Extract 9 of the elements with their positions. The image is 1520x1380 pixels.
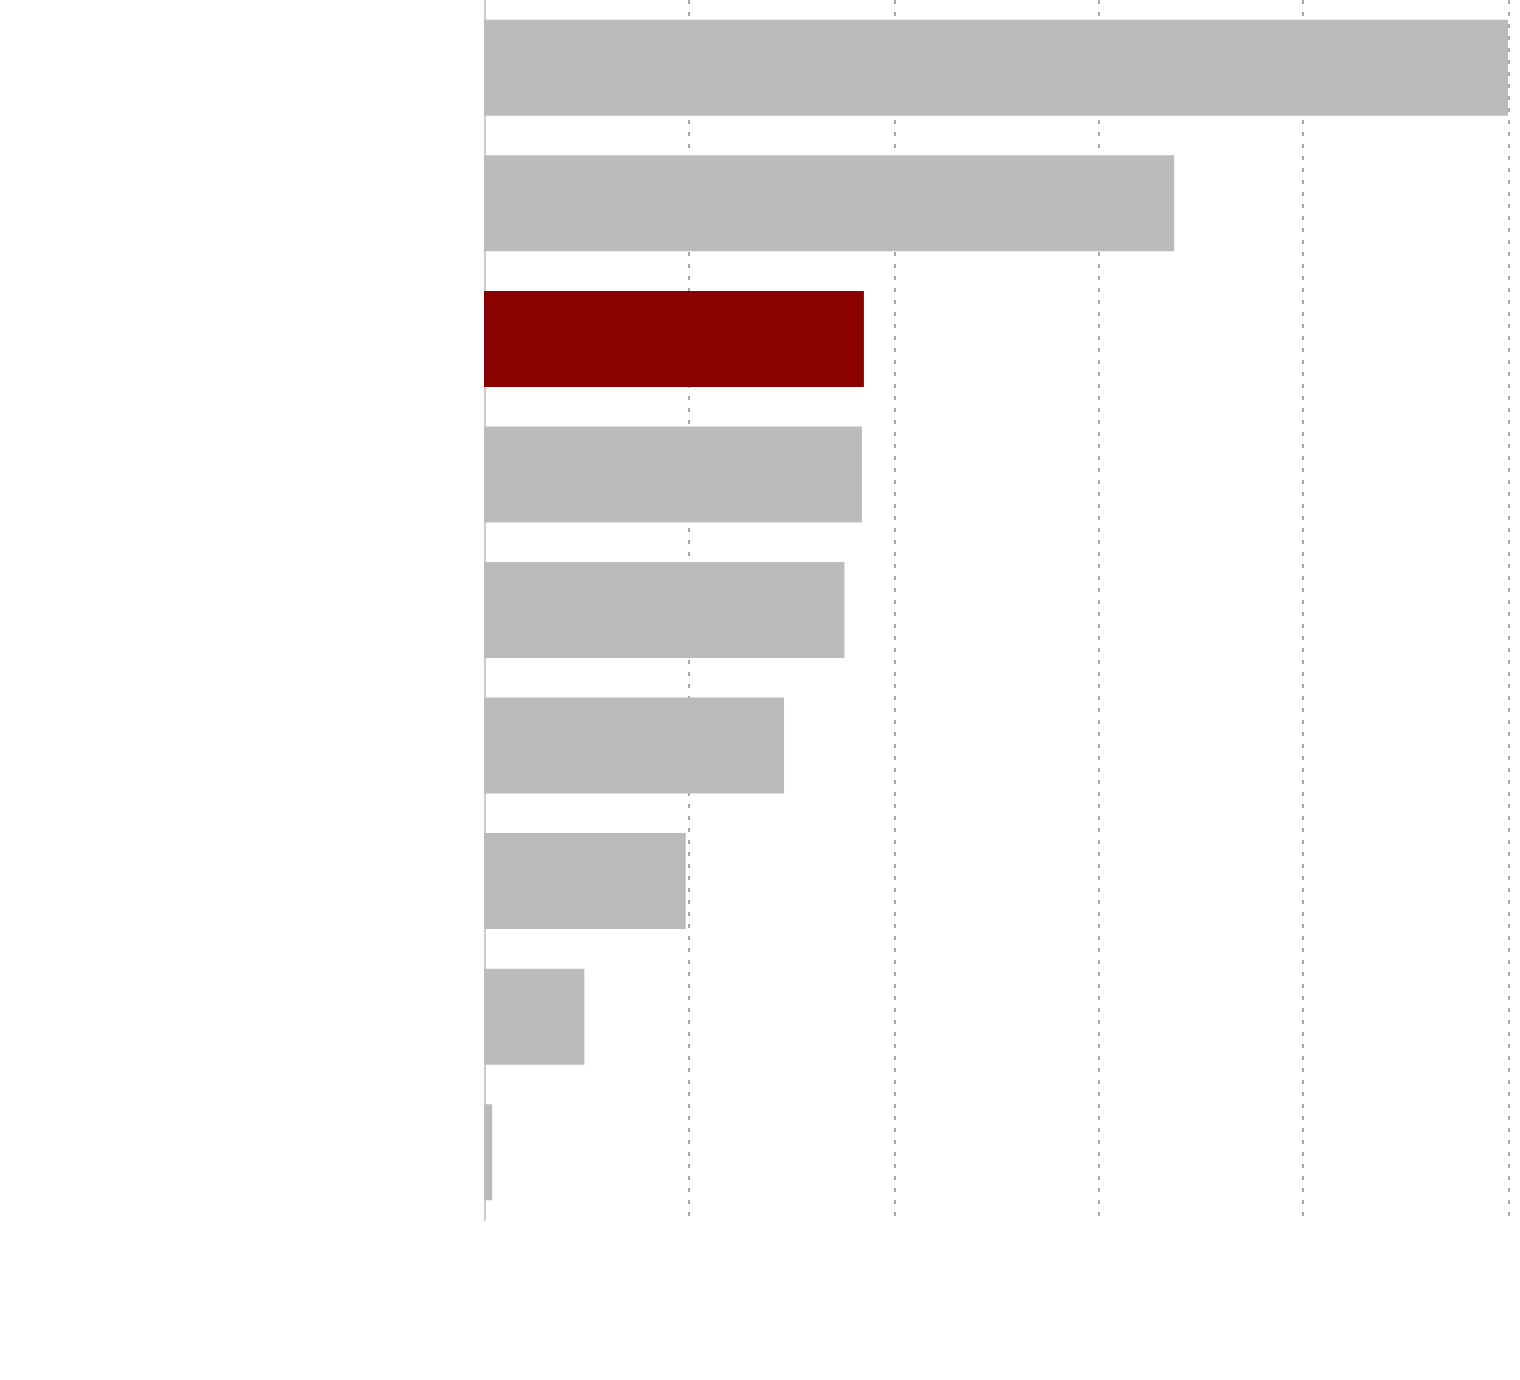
bar — [484, 1104, 493, 1201]
bar — [484, 833, 686, 930]
bar — [484, 562, 845, 658]
bar — [484, 426, 862, 523]
bar — [484, 155, 1175, 252]
bar — [484, 290, 864, 387]
bar — [484, 968, 585, 1065]
bar — [484, 19, 1508, 116]
bar — [484, 697, 785, 794]
